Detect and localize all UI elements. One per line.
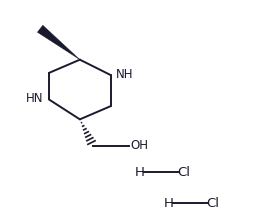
Text: H: H <box>163 197 173 210</box>
Text: OH: OH <box>130 139 148 152</box>
Text: Cl: Cl <box>206 197 219 210</box>
Text: HN: HN <box>26 92 43 105</box>
Text: NH: NH <box>116 68 134 80</box>
Text: H: H <box>135 166 144 179</box>
Text: Cl: Cl <box>177 166 190 179</box>
Polygon shape <box>37 25 80 60</box>
